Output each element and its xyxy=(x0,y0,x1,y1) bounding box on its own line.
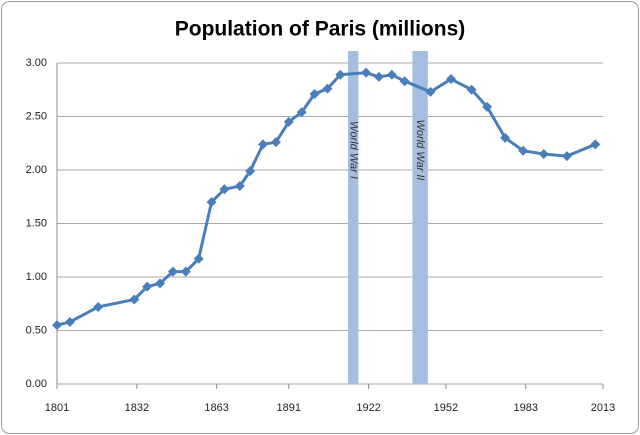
data-point xyxy=(425,86,436,97)
data-point xyxy=(361,67,372,78)
data-point xyxy=(466,84,477,95)
x-tick-label: 1801 xyxy=(45,402,69,414)
y-tick-label: 1.50 xyxy=(26,217,47,229)
data-point xyxy=(500,132,511,143)
data-point xyxy=(482,101,493,112)
data-point xyxy=(590,139,601,150)
data-point xyxy=(129,294,140,305)
y-tick-label: 0.50 xyxy=(26,324,47,336)
x-tick-label: 1952 xyxy=(434,402,458,414)
data-point xyxy=(219,184,230,195)
data-point xyxy=(155,278,166,289)
data-point xyxy=(335,69,346,80)
data-point xyxy=(193,253,204,264)
x-tick-label: 1891 xyxy=(277,402,301,414)
y-tick-label: 3.00 xyxy=(26,57,47,69)
data-point xyxy=(180,266,191,277)
war-band xyxy=(348,51,359,384)
war-band xyxy=(412,51,428,384)
data-point xyxy=(399,76,410,87)
data-point xyxy=(373,71,384,82)
y-tick-label: 1.00 xyxy=(26,271,47,283)
data-point xyxy=(309,89,320,100)
data-point xyxy=(64,316,75,327)
data-point xyxy=(518,145,529,156)
data-point xyxy=(446,74,457,85)
data-point xyxy=(296,107,307,118)
data-point xyxy=(206,197,217,208)
chart-title: Population of Paris (millions) xyxy=(175,18,466,41)
band-label: World War I xyxy=(347,121,359,179)
x-tick-label: 1922 xyxy=(356,402,380,414)
data-point xyxy=(283,116,294,127)
data-point xyxy=(258,139,269,150)
band-label: World War II xyxy=(414,120,426,181)
data-point xyxy=(322,83,333,94)
x-tick-label: 1983 xyxy=(513,402,537,414)
x-tick-label: 2013 xyxy=(591,402,615,414)
data-point xyxy=(270,137,281,148)
y-tick-label: 2.50 xyxy=(26,110,47,122)
data-point xyxy=(167,266,178,277)
x-tick-label: 1832 xyxy=(125,402,149,414)
data-point xyxy=(245,166,256,177)
y-tick-label: 2.00 xyxy=(26,164,47,176)
data-point xyxy=(561,151,572,162)
data-point xyxy=(93,301,104,312)
data-point xyxy=(142,281,153,292)
y-tick-label: 0.00 xyxy=(26,378,47,390)
data-point xyxy=(538,148,549,159)
data-point xyxy=(386,69,397,80)
data-point xyxy=(52,320,62,331)
x-tick-label: 1863 xyxy=(204,402,228,414)
data-point xyxy=(234,181,245,192)
